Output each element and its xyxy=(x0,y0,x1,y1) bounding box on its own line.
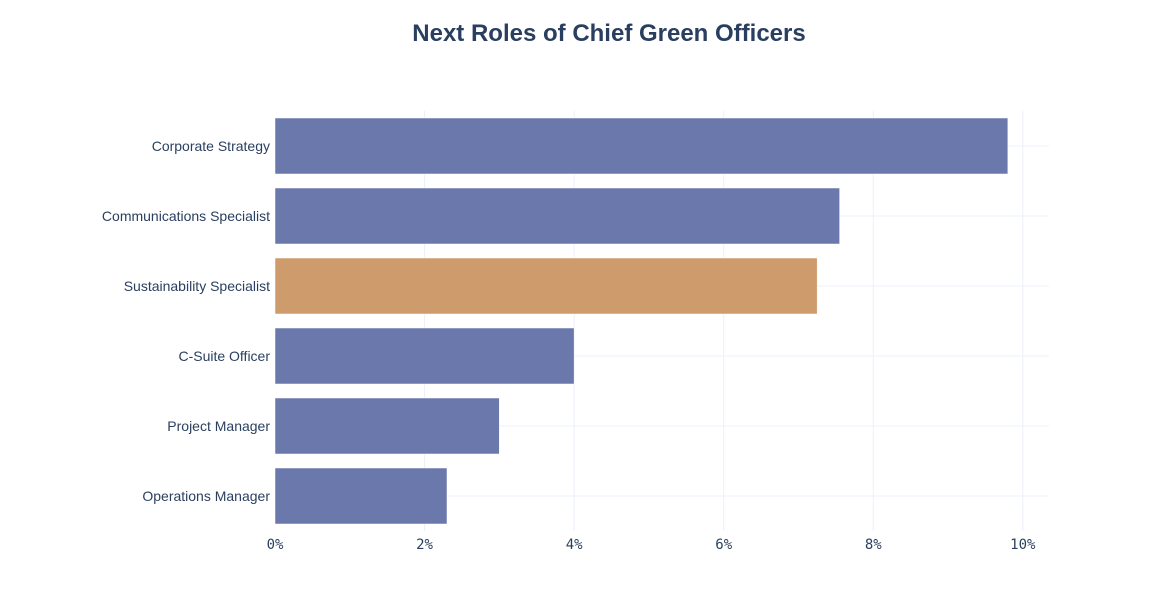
bar xyxy=(274,467,448,525)
category-label: C-Suite Officer xyxy=(178,348,270,364)
category-label: Operations Manager xyxy=(142,488,270,504)
x-tick-label: 0% xyxy=(267,537,284,553)
bar xyxy=(274,257,818,315)
x-tick-label: 4% xyxy=(566,537,583,553)
x-tick-label: 2% xyxy=(416,537,433,553)
x-tick-label: 10% xyxy=(1010,537,1036,553)
x-tick-label: 8% xyxy=(865,537,882,553)
bar xyxy=(274,327,575,385)
x-axis-ticks: 0% 2% 4% 6% 8% 10% xyxy=(267,537,1036,553)
category-label: Sustainability Specialist xyxy=(124,278,270,294)
category-labels: Corporate Strategy Communications Special… xyxy=(102,138,270,504)
category-label: Communications Specialist xyxy=(102,208,270,224)
bar xyxy=(274,397,500,455)
chart-title: Next Roles of Chief Green Officers xyxy=(412,20,806,47)
bar xyxy=(274,187,840,245)
category-label: Corporate Strategy xyxy=(152,138,270,154)
bars xyxy=(274,117,1009,525)
bar xyxy=(274,117,1009,175)
category-label: Project Manager xyxy=(167,418,270,434)
x-tick-label: 6% xyxy=(715,537,732,553)
